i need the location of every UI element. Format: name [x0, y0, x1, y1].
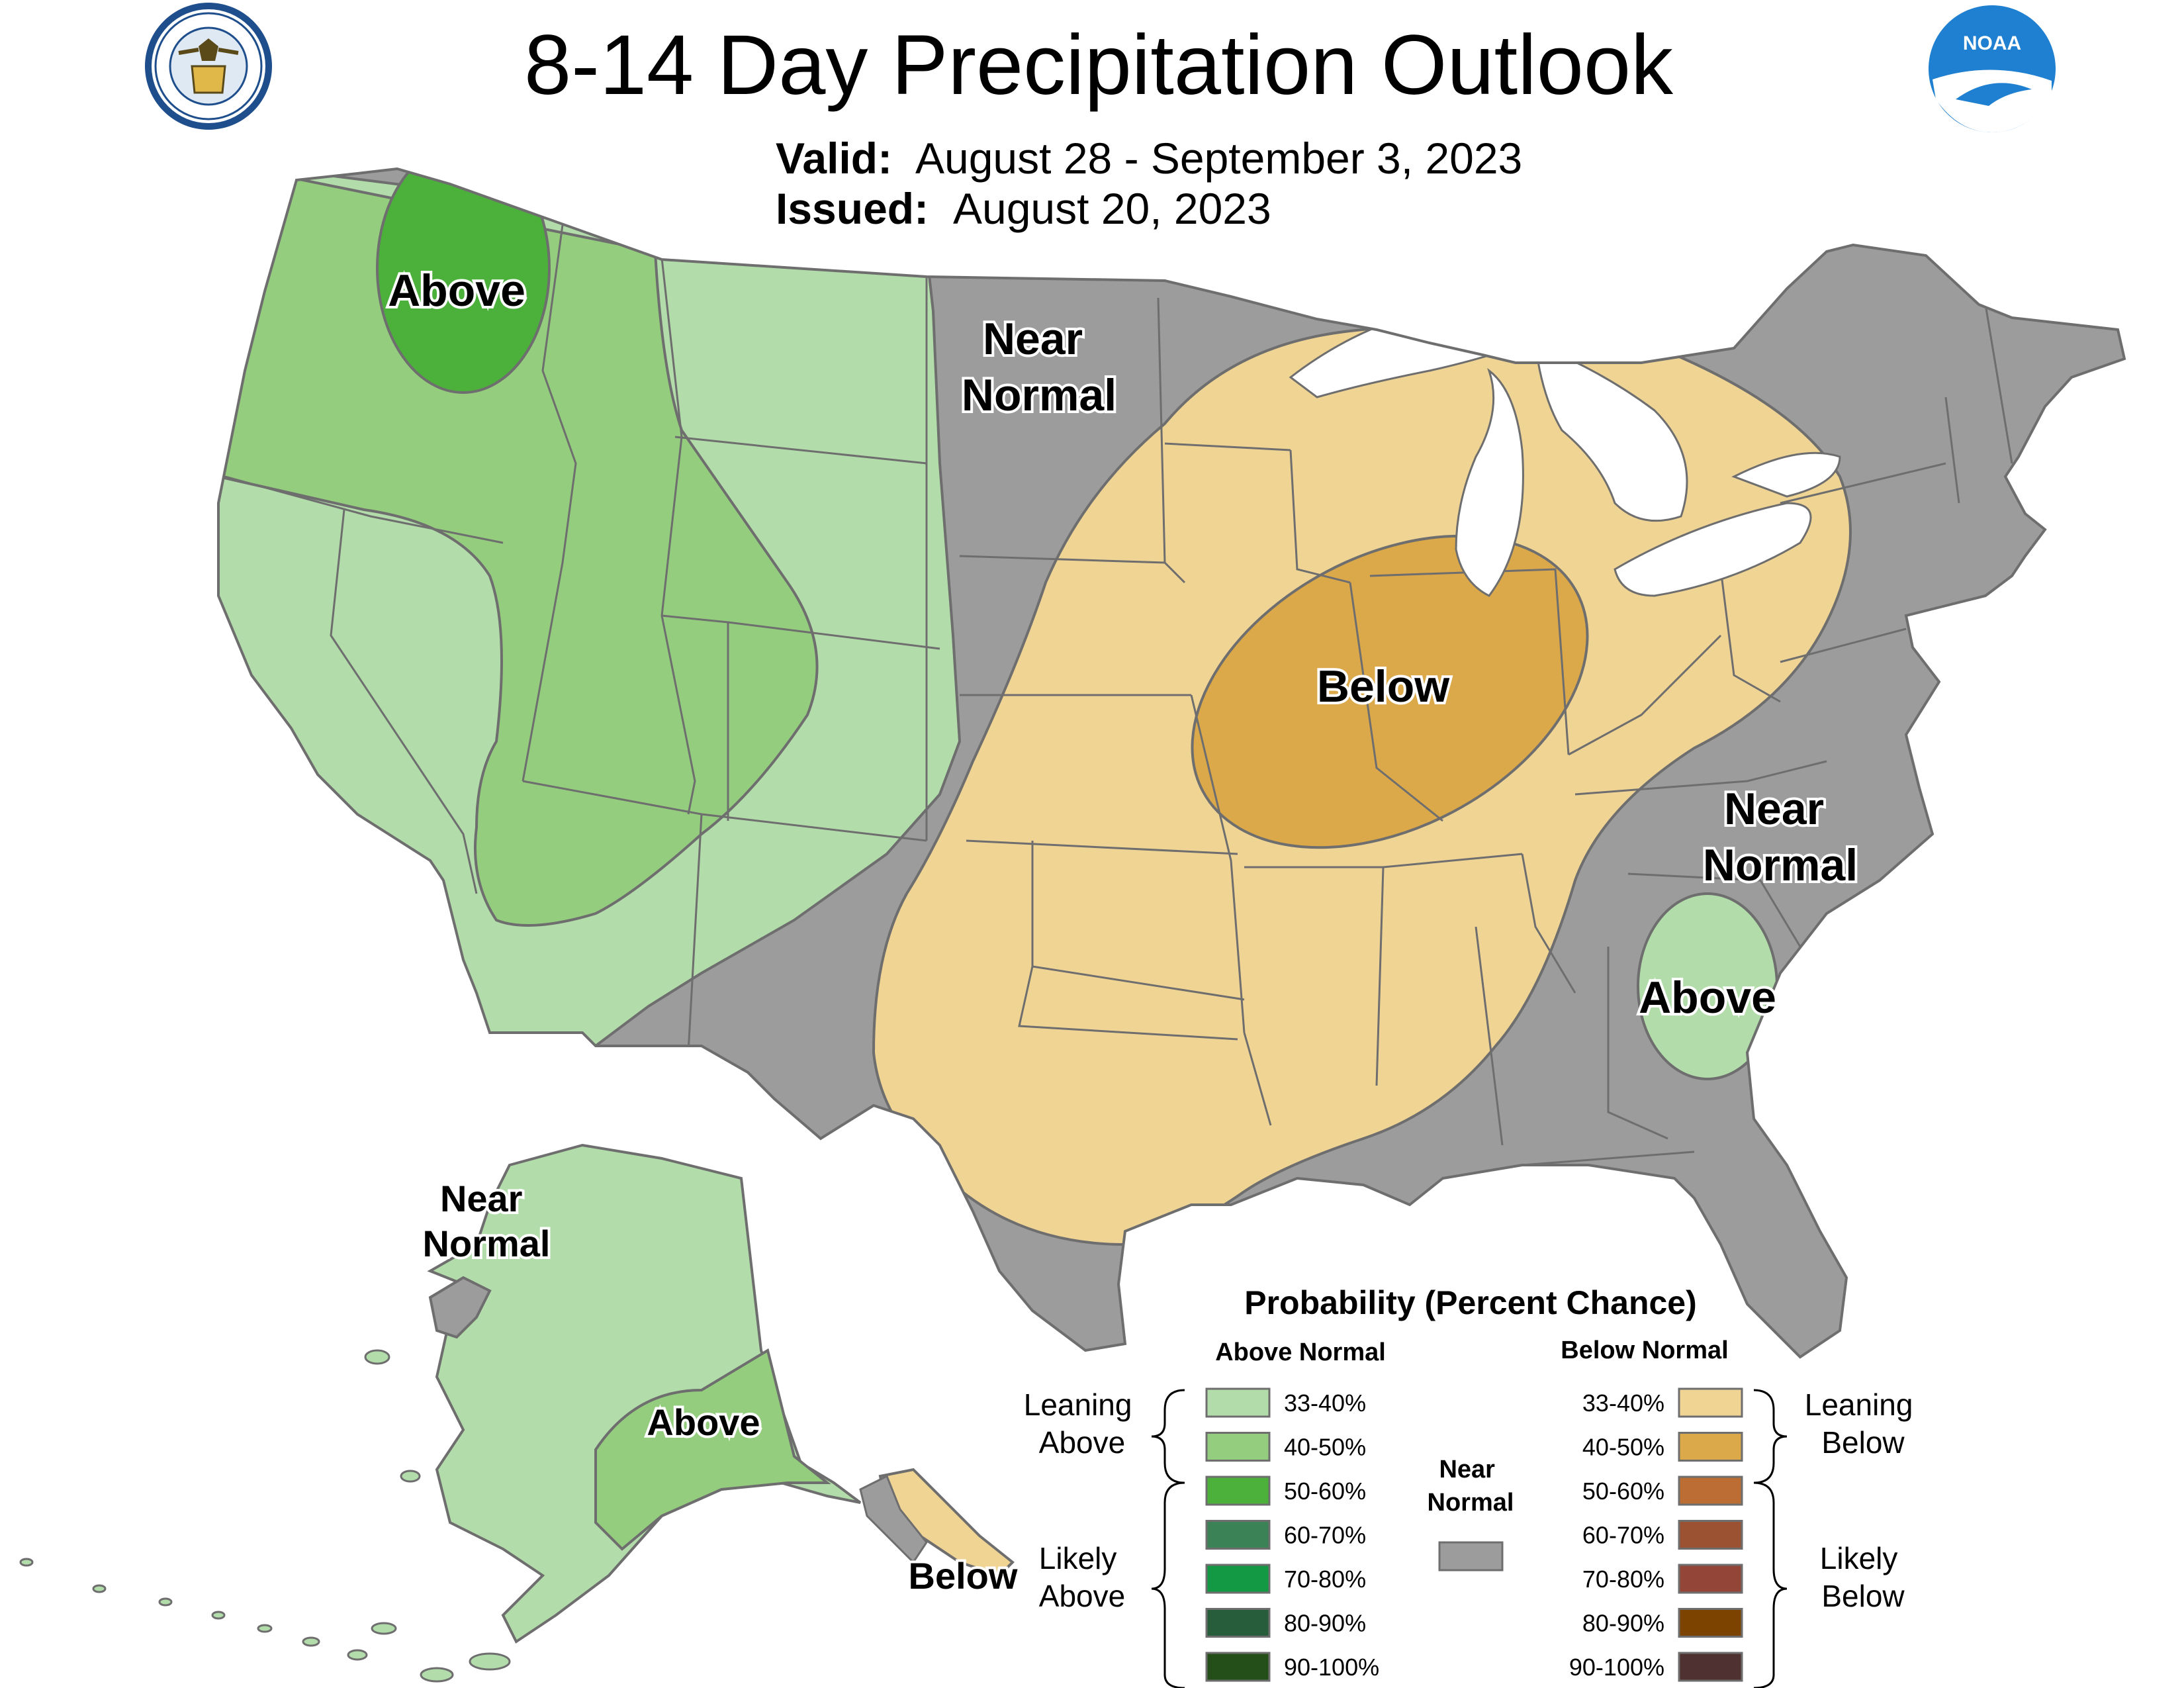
legend-below-swatch-4 — [1678, 1564, 1743, 1594]
map-label-above-northwest: Above — [388, 265, 525, 316]
legend-above-label-2: 50-60% — [1284, 1477, 1366, 1505]
legend-leaning-above: Leaning Above — [1024, 1387, 1141, 1460]
legend-below-label-0: 33-40% — [1582, 1389, 1664, 1417]
legend-below-label-4: 70-80% — [1582, 1566, 1664, 1593]
legend-above-label-3: 60-70% — [1284, 1522, 1366, 1549]
legend-below-swatch-1 — [1678, 1432, 1743, 1462]
legend-below-label-5: 80-90% — [1582, 1610, 1664, 1637]
map-label-above-southeast: Above — [1639, 972, 1776, 1023]
legend-likely-above: Likely Above — [1039, 1541, 1125, 1613]
above-50-60-northwest-region — [376, 169, 551, 394]
legend-below-header: Below Normal — [1561, 1336, 1728, 1364]
alaska-above-40-50-region — [594, 1348, 831, 1551]
legend-near-swatch — [1438, 1541, 1504, 1571]
noaa-logo-icon: NOAA — [1929, 5, 2056, 132]
legend-below-label-6: 90-100% — [1569, 1654, 1664, 1681]
valid-dates: August 28 - September 3, 2023 — [915, 134, 1522, 183]
legend-above-swatch-6 — [1205, 1652, 1271, 1682]
legend-below-label-2: 50-60% — [1582, 1477, 1664, 1505]
map-label-near-normal-north: Near Normal — [962, 314, 1116, 420]
legend-above-swatch-0 — [1205, 1387, 1271, 1418]
legend-below-rows: 33-40% 40-50% 50-60% 60-70% 70-80% 80-90% 90-1… — [1569, 1387, 1743, 1682]
legend-above-header: Above Normal — [1215, 1338, 1386, 1366]
legend-leaning-below: Leaning Below — [1805, 1387, 1922, 1460]
legend-below-swatch-2 — [1678, 1476, 1743, 1506]
legend-below-label-1: 40-50% — [1582, 1434, 1664, 1461]
alaska-map: Near Normal Above Below — [19, 1143, 1021, 1683]
legend-below-swatch-0 — [1678, 1387, 1743, 1418]
legend-braces — [1151, 1389, 1788, 1688]
legend: Probability (Percent Chance) Above Norma… — [1024, 1284, 1922, 1688]
conus-map: Near Normal Above Below Near Normal Abov… — [217, 167, 2126, 1358]
issued-label: Issued: — [776, 184, 929, 233]
svg-text:NOAA: NOAA — [1963, 32, 2021, 54]
alaska-label-below: Below — [909, 1555, 1018, 1597]
aleutian-islands — [19, 1349, 511, 1683]
department-of-commerce-seal-icon — [145, 3, 272, 130]
map-label-below-midwest: Below — [1317, 661, 1450, 712]
map-label-near-normal-southeast: Near Normal — [1703, 784, 1858, 890]
legend-above-swatch-5 — [1205, 1608, 1271, 1638]
issued-date: August 20, 2023 — [953, 184, 1271, 233]
state-boundaries — [224, 224, 2013, 1166]
legend-below-swatch-5 — [1678, 1608, 1743, 1638]
valid-label: Valid: — [776, 134, 892, 183]
page-title: 8-14 Day Precipitation Outlook — [524, 18, 1674, 113]
legend-above-swatch-1 — [1205, 1432, 1271, 1462]
legend-near-header: Near Normal — [1428, 1456, 1514, 1517]
legend-above-label-6: 90-100% — [1284, 1654, 1379, 1681]
legend-below-swatch-3 — [1678, 1520, 1743, 1550]
legend-above-label-1: 40-50% — [1284, 1434, 1366, 1461]
alaska-label-above: Above — [647, 1401, 760, 1443]
legend-above-swatch-3 — [1205, 1520, 1271, 1550]
alaska-panhandle-near-normal — [859, 1474, 928, 1564]
legend-title: Probability (Percent Chance) — [1244, 1284, 1697, 1321]
legend-above-label-0: 33-40% — [1284, 1389, 1366, 1417]
legend-above-label-4: 70-80% — [1284, 1566, 1366, 1593]
alaska-above-33-40-region — [427, 1143, 862, 1644]
alaska-label-near-normal: Near Normal — [423, 1178, 551, 1264]
above-40-50-west-region — [218, 169, 819, 927]
legend-below-label-3: 60-70% — [1582, 1522, 1664, 1549]
legend-below-swatch-6 — [1678, 1652, 1743, 1682]
legend-above-swatch-2 — [1205, 1476, 1271, 1506]
legend-above-rows: 33-40% 40-50% 50-60% 60-70% 70-80% 80-90% 90-1… — [1205, 1387, 1379, 1682]
legend-likely-below: Likely Below — [1820, 1541, 1906, 1613]
legend-above-label-5: 80-90% — [1284, 1610, 1366, 1637]
legend-above-swatch-4 — [1205, 1564, 1271, 1594]
below-40-50-midwest-region — [1191, 534, 1589, 849]
alaska-near-normal-region — [428, 1276, 492, 1339]
